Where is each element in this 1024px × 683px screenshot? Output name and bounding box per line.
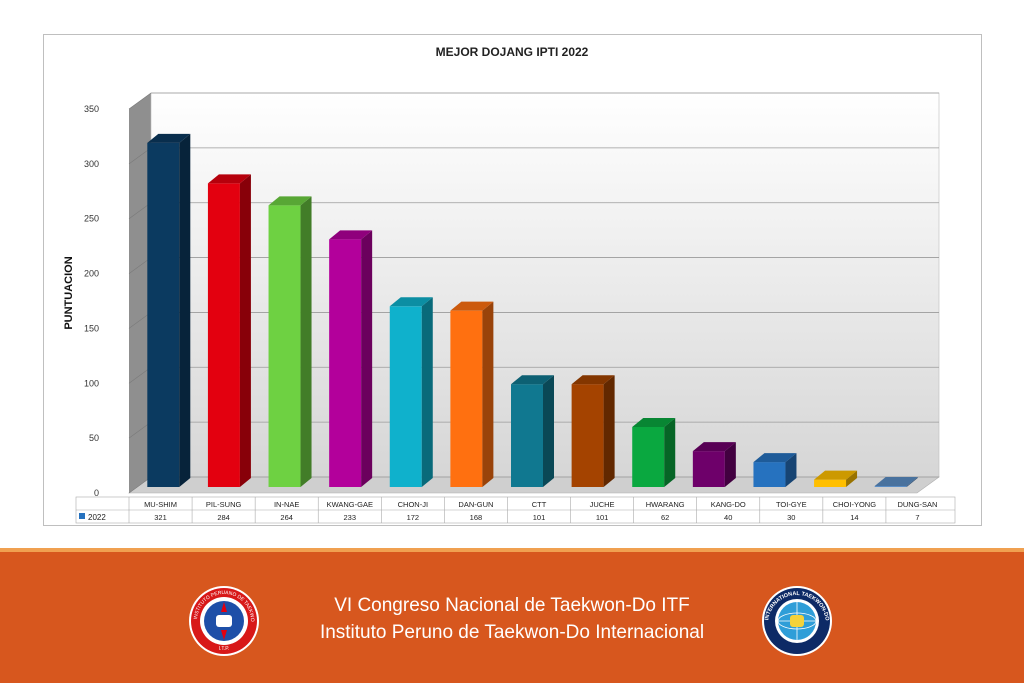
bar [147, 142, 180, 487]
data-value-label: 14 [850, 513, 858, 522]
bar-side [603, 375, 615, 487]
data-value-label: 40 [724, 513, 732, 522]
bar-top [329, 230, 373, 240]
y-tick-label: 350 [84, 104, 99, 114]
x-category-label: TOI-GYE [776, 500, 807, 509]
bar [814, 479, 847, 487]
data-value-label: 62 [661, 513, 669, 522]
bar-chart: MEJOR DOJANG IPTI 2022 0 50 100 150 200 250 300… [63, 45, 956, 524]
footer-subtitle: Instituto Peruno de Taekwon-Do Internaci… [319, 622, 705, 643]
bar [753, 462, 786, 487]
bar-top [692, 442, 736, 452]
bar [389, 306, 422, 487]
bar [329, 239, 362, 487]
chart-side-wall [129, 93, 151, 493]
data-value-label: 7 [915, 513, 919, 522]
bar-side [361, 230, 373, 487]
data-value-label: 172 [407, 513, 420, 522]
footer-title: VI Congreso Nacional de Taekwon-Do ITF [334, 595, 690, 616]
x-category-label: JUCHE [590, 500, 615, 509]
bar-top [268, 196, 312, 206]
data-value-label: 321 [154, 513, 167, 522]
bar-top [874, 477, 918, 486]
data-value-label: 101 [533, 513, 546, 522]
x-category-label: KANG-DO [711, 500, 746, 509]
bar-top [450, 301, 494, 311]
bar [692, 451, 725, 487]
y-tick-label: 50 [89, 433, 99, 443]
bar-top [389, 297, 433, 307]
bar-top [147, 133, 191, 143]
x-category-label: CHON-JI [398, 500, 428, 509]
gridline-side [128, 92, 152, 110]
bar-side [846, 470, 858, 487]
data-value-label: 168 [470, 513, 483, 522]
bar-side [785, 453, 797, 487]
bar-top [753, 453, 797, 463]
bar [511, 384, 543, 487]
y-tick-label: 100 [84, 378, 99, 388]
bar-top [511, 375, 554, 385]
bar-top [632, 417, 676, 427]
x-category-label: IN-NAE [274, 500, 299, 509]
chart-title: MEJOR DOJANG IPTI 2022 [436, 45, 589, 59]
y-tick-label: 200 [84, 269, 99, 279]
y-tick-label: 0 [94, 488, 99, 498]
bar [874, 486, 907, 487]
bar-side [906, 477, 918, 487]
x-category-label: DUNG-SAN [897, 500, 937, 509]
bar [268, 205, 301, 487]
bar [571, 384, 604, 487]
legend-swatch [79, 513, 85, 519]
footer-banner: INSTITUTO PERUANO DE TAEKWON-DO INTERNAC… [0, 552, 1024, 683]
data-value-label: 101 [596, 513, 609, 522]
x-category-label: CTT [532, 500, 547, 509]
ipti-seal-abbr: I.T.P. [219, 646, 230, 652]
x-category-label: DAN-GUN [458, 500, 493, 509]
bar-side [421, 297, 433, 487]
data-value-label: 233 [344, 513, 357, 522]
bar-side [239, 174, 251, 487]
bar-side [543, 375, 554, 487]
chart-container: MEJOR DOJANG IPTI 2022 0 50 100 150 200 250 300… [43, 34, 982, 526]
bar-top [207, 174, 251, 184]
bar-top [571, 375, 615, 385]
data-value-label: 284 [217, 513, 230, 522]
itf-seal-icon: INTERNATIONAL TAEKWON-DO FEDERATION [760, 584, 832, 656]
bar-side [482, 301, 494, 487]
bar-side [664, 417, 676, 487]
bar-side [724, 442, 736, 487]
x-category-label: MU-SHIM [144, 500, 177, 509]
y-tick-label: 300 [84, 159, 99, 169]
bar [207, 183, 240, 487]
y-tick-label: 250 [84, 214, 99, 224]
x-category-label: PIL-SUNG [206, 500, 242, 509]
y-tick-label: 150 [84, 323, 99, 333]
bar-side [300, 196, 312, 487]
x-category-label: KWANG-GAE [327, 500, 373, 509]
footer-accent-line [0, 548, 1024, 552]
data-value-label: 30 [787, 513, 795, 522]
legend-series-name: 2022 [88, 513, 106, 522]
bar-top [814, 470, 858, 480]
ipti-seal-icon: INSTITUTO PERUANO DE TAEKWON-DO INTERNAC… [187, 584, 259, 656]
bar-side [179, 133, 191, 487]
data-value-label: 264 [280, 513, 293, 522]
y-axis-title: PUNTUACION [63, 256, 75, 329]
x-category-label: CHOI-YONG [833, 500, 877, 509]
x-category-label: HWARANG [646, 500, 685, 509]
bar [632, 426, 665, 487]
bar [450, 310, 483, 487]
